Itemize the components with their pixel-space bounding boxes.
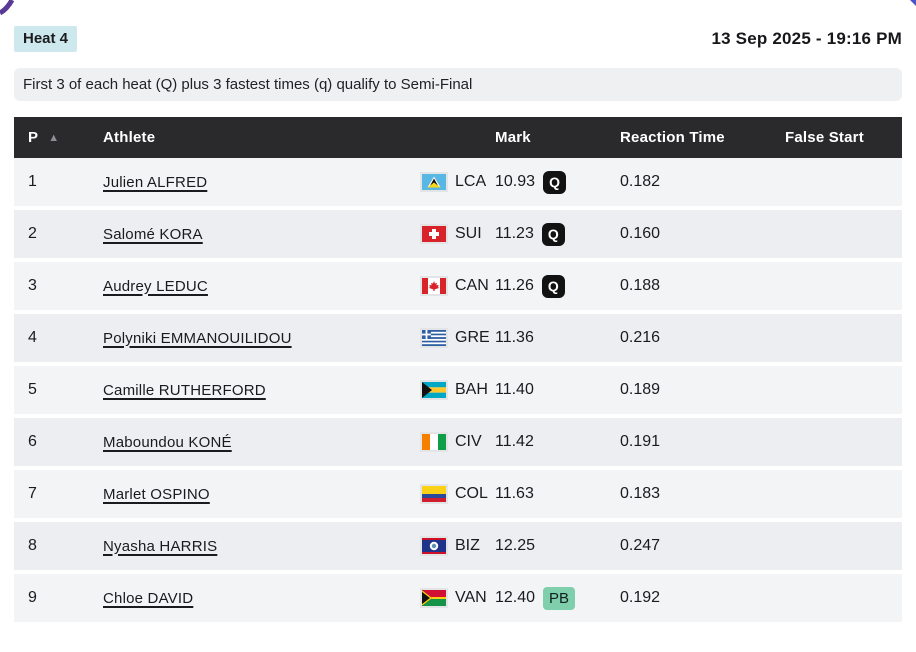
athlete-link[interactable]: Nyasha HARRIS [103, 537, 218, 555]
column-header-reaction-time[interactable]: Reaction Time [620, 129, 725, 146]
athlete-row: 4 Polyniki EMMANOUILIDOU GRE 11.36 0.216 [14, 314, 902, 362]
athlete-row: 8 Nyasha HARRIS BIZ 12.25 0.247 [14, 522, 902, 570]
country-code: SUI [455, 225, 482, 242]
qualification-note: First 3 of each heat (Q) plus 3 fastest … [14, 68, 902, 101]
country-code: COL [455, 485, 488, 502]
table-body: 1 Julien ALFRED LCA 10.93 Q 0.182 2 Salo… [14, 158, 902, 622]
mark-value: 11.23 [495, 225, 534, 242]
event-datetime: 13 Sep 2025 - 19:16 PM [711, 28, 902, 48]
position-value: 5 [28, 381, 37, 398]
country-code: GRE [455, 329, 490, 346]
mark-value: 11.26 [495, 277, 534, 294]
athlete-row: 1 Julien ALFRED LCA 10.93 Q 0.182 [14, 158, 902, 206]
column-header-athlete[interactable]: Athlete [103, 129, 156, 146]
athlete-row: 5 Camille RUTHERFORD BAH 11.40 0.189 [14, 366, 902, 414]
q-badge: Q [543, 170, 567, 194]
results-table: P ▲ Athlete Mark Reaction Time False Sta… [14, 117, 902, 622]
mark-value: 12.25 [495, 537, 536, 554]
mark-value: 10.93 [495, 173, 536, 190]
reaction-time-value: 0.188 [620, 277, 661, 294]
pb-badge: PB [543, 586, 576, 610]
athlete-link[interactable]: Maboundou KONÉ [103, 433, 232, 451]
mark-value: 11.40 [495, 381, 534, 398]
table-header-row: P ▲ Athlete Mark Reaction Time False Sta… [14, 117, 902, 158]
corner-decoration-left-icon [0, 0, 15, 15]
reaction-time-value: 0.191 [620, 433, 661, 450]
athlete-link[interactable]: Chloe DAVID [103, 589, 194, 607]
athlete-link[interactable]: Marlet OSPINO [103, 485, 210, 503]
reaction-time-value: 0.216 [620, 329, 661, 346]
country-code: LCA [455, 173, 487, 190]
van-flag-icon [420, 588, 448, 608]
athlete-row: 2 Salomé KORA SUI 11.23 Q 0.160 [14, 210, 902, 258]
reaction-time-value: 0.160 [620, 225, 661, 242]
lca-flag-icon [420, 172, 448, 192]
civ-flag-icon [420, 432, 448, 452]
country-code: CAN [455, 277, 489, 294]
position-value: 9 [28, 589, 37, 606]
mark-value: 11.42 [495, 433, 534, 450]
reaction-time-value: 0.183 [620, 485, 661, 502]
q-badge: Q [541, 274, 565, 298]
column-header-position[interactable]: P ▲ [28, 129, 103, 146]
sui-flag-icon [420, 224, 448, 244]
position-header-label: P [28, 129, 39, 146]
sort-ascending-icon: ▲ [48, 131, 60, 144]
column-header-false-start[interactable]: False Start [785, 129, 864, 146]
athlete-row: 6 Maboundou KONÉ CIV 11.42 0.191 [14, 418, 902, 466]
position-value: 2 [28, 225, 37, 242]
position-value: 7 [28, 485, 37, 502]
athlete-link[interactable]: Julien ALFRED [103, 173, 208, 191]
athlete-link[interactable]: Polyniki EMMANOUILIDOU [103, 329, 292, 347]
col-flag-icon [420, 484, 448, 504]
position-value: 3 [28, 277, 37, 294]
can-flag-icon [420, 276, 448, 296]
athlete-link[interactable]: Salomé KORA [103, 225, 203, 243]
column-header-mark[interactable]: Mark [495, 129, 531, 146]
corner-decoration-right-icon [910, 0, 916, 6]
athlete-row: 9 Chloe DAVID VAN 12.40 PB 0.192 [14, 574, 902, 622]
position-value: 6 [28, 433, 37, 450]
athlete-row: 7 Marlet OSPINO COL 11.63 0.183 [14, 470, 902, 518]
mark-value: 12.40 [495, 589, 536, 606]
position-value: 4 [28, 329, 37, 346]
gre-flag-icon [420, 328, 448, 348]
athlete-row: 3 Audrey LEDUC CAN 11.26 Q 0.188 [14, 262, 902, 310]
reaction-time-value: 0.182 [620, 173, 661, 190]
biz-flag-icon [420, 536, 448, 556]
country-code: BIZ [455, 537, 480, 554]
bah-flag-icon [420, 380, 448, 400]
position-value: 1 [28, 173, 37, 190]
country-code: CIV [455, 433, 482, 450]
mark-value: 11.36 [495, 329, 534, 346]
topbar: Heat 4 13 Sep 2025 - 19:16 PM [14, 25, 902, 52]
position-value: 8 [28, 537, 37, 554]
heat-badge: Heat 4 [14, 25, 78, 52]
reaction-time-value: 0.247 [620, 537, 661, 554]
q-badge: Q [541, 222, 565, 246]
country-code: VAN [455, 589, 487, 606]
athlete-link[interactable]: Audrey LEDUC [103, 277, 208, 295]
country-code: BAH [455, 381, 488, 398]
athlete-link[interactable]: Camille RUTHERFORD [103, 381, 266, 399]
reaction-time-value: 0.189 [620, 381, 661, 398]
reaction-time-value: 0.192 [620, 589, 661, 606]
mark-value: 11.63 [495, 485, 534, 502]
